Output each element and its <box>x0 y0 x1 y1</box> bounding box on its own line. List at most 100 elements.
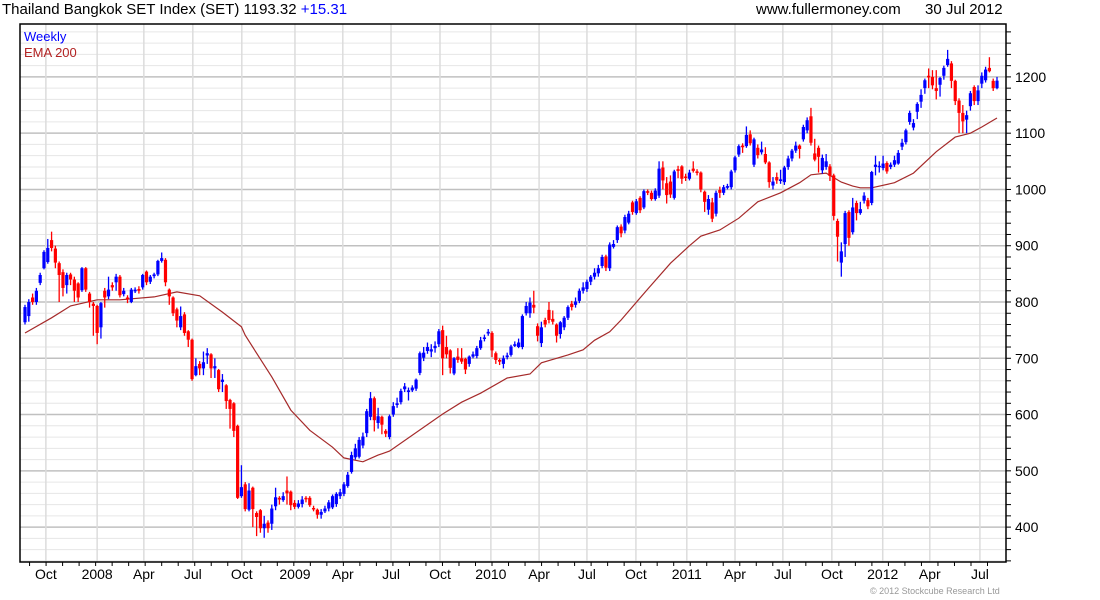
candle-body <box>630 202 635 212</box>
candle-body <box>482 337 487 339</box>
candle-body <box>479 340 483 349</box>
candle-down <box>691 161 695 173</box>
candle-body <box>665 183 669 196</box>
candle-body <box>376 416 380 423</box>
candle-down <box>84 267 88 292</box>
candle-up <box>608 242 612 272</box>
candle-body <box>247 490 251 510</box>
candle-up <box>513 341 517 348</box>
candle-up <box>239 465 244 498</box>
candle-up <box>634 199 638 215</box>
candle-body <box>406 390 411 393</box>
candle-body <box>657 168 661 196</box>
candle-down <box>661 161 665 190</box>
candle-body <box>611 244 616 247</box>
candle-body <box>767 162 771 183</box>
candle-body <box>600 256 604 266</box>
candles-layer <box>23 49 999 538</box>
candle-down <box>190 338 194 381</box>
y-tick-label: 800 <box>1015 294 1039 310</box>
candle-body <box>881 163 885 169</box>
candle-down <box>756 144 760 159</box>
candle-down <box>554 323 559 343</box>
candle-down <box>175 307 179 328</box>
candle-body <box>42 251 46 269</box>
candle-body <box>892 160 897 165</box>
candle-body <box>361 436 365 446</box>
candle-up <box>794 141 798 153</box>
candle-body <box>72 279 76 291</box>
candle-body <box>961 112 965 122</box>
candle-up <box>881 155 885 171</box>
candle-up <box>262 515 266 538</box>
candle-down <box>835 218 840 262</box>
y-tick-label: 1000 <box>1015 181 1046 197</box>
candle-body <box>144 271 149 283</box>
candle-up <box>528 297 532 318</box>
candle-up <box>589 274 593 286</box>
candle-body <box>205 353 209 356</box>
candle-body <box>505 355 509 358</box>
candle-body <box>551 318 555 322</box>
candle-up <box>900 138 904 151</box>
candle-down <box>76 282 80 303</box>
y-tick-label: 700 <box>1015 350 1039 366</box>
candle-down <box>49 231 54 252</box>
candle-up <box>592 268 597 280</box>
candle-down <box>718 186 722 198</box>
x-tick-label: Oct <box>625 566 647 582</box>
candle-body <box>118 276 122 296</box>
candle-up <box>365 408 369 438</box>
candle-up <box>273 487 278 511</box>
candle-body <box>304 497 308 500</box>
candle-up <box>778 169 783 184</box>
candle-up <box>479 336 483 350</box>
candle-body <box>460 358 464 362</box>
candle-body <box>786 158 790 167</box>
x-tick-label: Oct <box>821 566 843 582</box>
candle-up <box>851 197 855 235</box>
candle-up <box>353 443 357 460</box>
candle-up <box>615 225 619 243</box>
candle-body <box>334 493 338 505</box>
candle-body <box>589 276 593 282</box>
candle-body <box>501 358 506 364</box>
candle-up <box>968 90 973 111</box>
candle-body <box>771 181 775 186</box>
candle-body <box>778 179 783 182</box>
candle-body <box>987 67 992 72</box>
candle-up <box>505 352 509 360</box>
candle-up <box>414 378 418 391</box>
candle-body <box>133 289 137 292</box>
candle-body <box>737 146 741 155</box>
candle-down <box>532 290 536 314</box>
candle-body <box>346 474 350 487</box>
candle-down <box>292 500 297 510</box>
candle-body <box>684 176 688 179</box>
candle-up <box>915 102 919 120</box>
candle-body <box>566 307 570 318</box>
candle-body <box>46 247 50 263</box>
x-tick-label: 2012 <box>867 566 898 582</box>
candle-body <box>646 191 650 193</box>
candle-up <box>368 392 373 421</box>
candle-body <box>839 251 843 263</box>
candle-up <box>437 329 441 348</box>
candle-down <box>547 302 551 324</box>
candle-up <box>725 183 730 190</box>
candle-body <box>946 58 950 66</box>
candle-body <box>904 130 908 143</box>
candle-body <box>984 69 988 81</box>
candle-down <box>57 261 61 303</box>
candle-body <box>106 289 111 297</box>
candle-body <box>699 172 703 190</box>
candle-up <box>395 397 399 408</box>
candle-up <box>980 72 984 89</box>
candle-body <box>562 317 566 328</box>
candle-up <box>471 351 475 359</box>
candle-body <box>573 301 578 305</box>
candle-up <box>99 302 103 339</box>
candle-up <box>357 437 361 459</box>
candle-up <box>114 273 118 291</box>
candle-body <box>68 274 73 280</box>
